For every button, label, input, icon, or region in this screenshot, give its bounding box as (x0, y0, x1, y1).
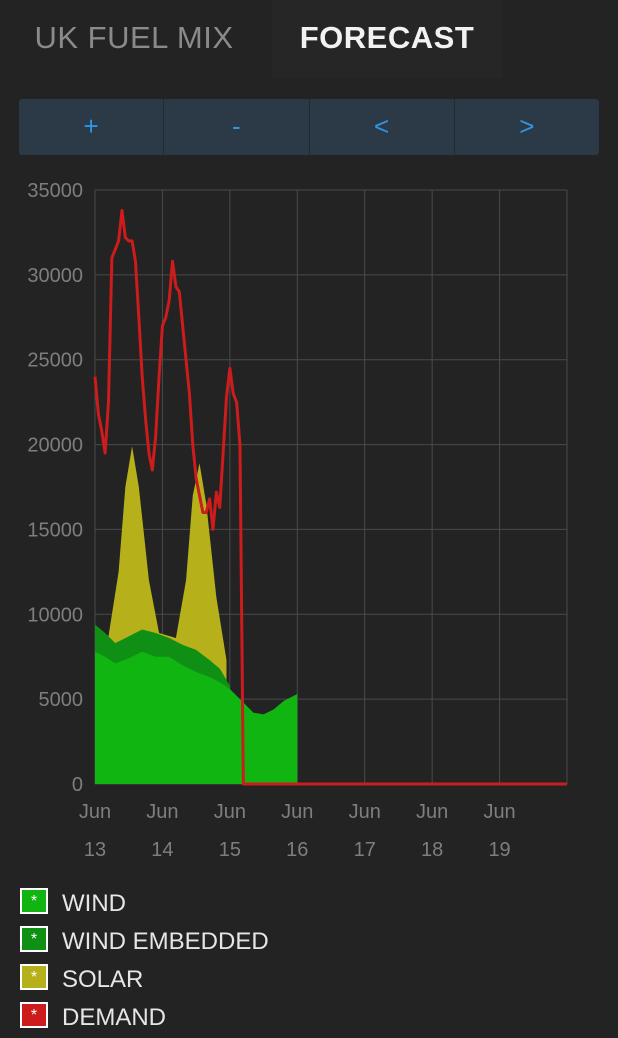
zoom-out-button[interactable]: - (164, 99, 310, 155)
tab-forecast[interactable]: FORECAST (272, 0, 502, 78)
y-tick-label: 35000 (27, 180, 83, 202)
series-line-demand (93, 208, 567, 786)
next-button[interactable]: > (519, 111, 535, 141)
y-tick-label: 15000 (27, 519, 83, 541)
legend-label-demand: DEMAND (62, 1004, 167, 1031)
forecast-chart[interactable]: 0 5000 10000 15000 20000 25000 30000 35000 Jun 13… (0, 170, 618, 870)
x-tick-label-month: Jun (79, 801, 111, 823)
y-tick-label: 10000 (27, 604, 83, 626)
legend-label-wind-embedded: WIND EMBEDDED (62, 928, 269, 955)
y-tick-label: 30000 (27, 265, 83, 287)
x-tick-label-day: 18 (421, 839, 443, 861)
x-tick-label-month: Jun (483, 801, 515, 823)
legend-label-wind: WIND (62, 890, 126, 917)
solar-swatch-icon: * (20, 964, 48, 990)
demand-swatch-icon: * (20, 1002, 48, 1028)
tab-bar: UK FUEL MIX FORECAST (0, 0, 618, 80)
x-tick-label-day: 16 (286, 839, 308, 861)
x-tick-label-day: 17 (354, 839, 376, 861)
series-area-wind (95, 651, 298, 784)
y-tick-label: 25000 (27, 350, 83, 372)
tab-uk-fuel-mix[interactable]: UK FUEL MIX (34, 20, 234, 55)
x-tick-label-month: Jun (214, 801, 246, 823)
wind-swatch-icon: * (20, 888, 48, 914)
y-tick-label: 20000 (27, 435, 83, 457)
x-tick-label-month: Jun (416, 801, 448, 823)
x-tick-label-month: Jun (349, 801, 381, 823)
x-tick-label-day: 14 (151, 839, 173, 861)
legend-label-solar: SOLAR (62, 966, 144, 993)
wind-embedded-swatch-icon: * (20, 926, 48, 952)
y-tick-label: 0 (72, 774, 83, 796)
x-tick-label-day: 13 (84, 839, 106, 861)
x-tick-label-month: Jun (146, 801, 178, 823)
y-tick-label: 5000 (39, 689, 84, 711)
zoom-in-button[interactable]: + (19, 99, 165, 155)
chart-toolbar: + - < > (19, 99, 599, 155)
x-tick-label-month: Jun (281, 801, 313, 823)
previous-button[interactable]: < (310, 99, 455, 155)
x-tick-label-day: 15 (219, 839, 241, 861)
x-tick-label-day: 19 (488, 839, 510, 861)
